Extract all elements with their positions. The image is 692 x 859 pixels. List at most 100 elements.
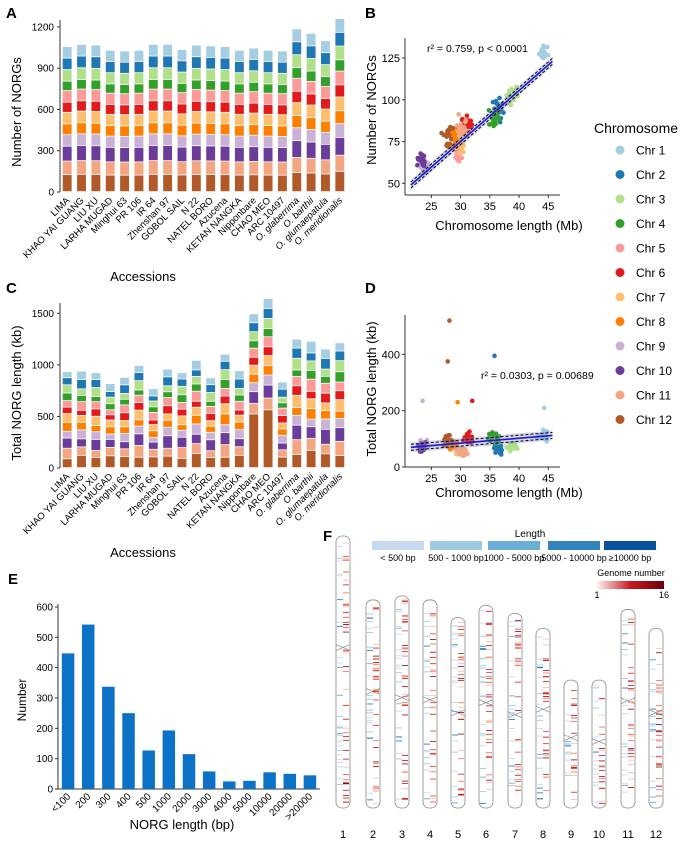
- bar-segment: [306, 419, 316, 427]
- x-tick-label: 45: [542, 201, 554, 213]
- bar-segment: [335, 391, 345, 400]
- bar-segment: [234, 125, 244, 136]
- bar-segment: [120, 385, 130, 394]
- bar-segment: [306, 58, 316, 71]
- bar-segment: [321, 86, 330, 99]
- bar-segment: [263, 308, 273, 319]
- scatter-point: [490, 433, 496, 438]
- bar-segment: [134, 445, 144, 457]
- chromosome-label: 8: [540, 829, 546, 841]
- bar-segment: [120, 420, 130, 427]
- bar-segment: [206, 134, 216, 146]
- bar-segment: [148, 44, 158, 56]
- bar-segment: [277, 450, 287, 457]
- bar-segment: [220, 388, 230, 396]
- bar-segment: [277, 126, 287, 137]
- bar-segment: [335, 171, 345, 192]
- bar-segment: [263, 147, 273, 162]
- scatter-point: [458, 122, 463, 127]
- histogram-bar: [283, 773, 297, 789]
- bar-segment: [148, 389, 158, 396]
- bar-segment: [306, 409, 316, 419]
- bar-segment: [321, 160, 330, 174]
- bar-segment: [177, 147, 187, 162]
- bar-segment: [177, 416, 187, 425]
- length-legend-swatch: [372, 541, 424, 550]
- bar-segment: [306, 438, 316, 451]
- bar-segment: [120, 442, 130, 449]
- bar-segment: [292, 358, 302, 370]
- bar-segment: [234, 73, 244, 84]
- bar-segment: [306, 399, 316, 409]
- bar-segment: [206, 421, 216, 426]
- bar-segment: [134, 114, 144, 126]
- bar-segment: [191, 101, 201, 112]
- bar-segment: [306, 129, 316, 142]
- scatter-point: [494, 446, 499, 451]
- bar-segment: [206, 401, 216, 406]
- bar-segment: [134, 457, 144, 468]
- bar-segment: [234, 136, 244, 147]
- bar-segment: [77, 371, 86, 380]
- regression-line: [410, 60, 553, 186]
- bar-segment: [134, 73, 144, 84]
- y-tick-label: 1200: [32, 22, 55, 33]
- scatter-point: [448, 136, 454, 142]
- bar-segment: [105, 397, 115, 404]
- bar-segment: [234, 104, 244, 114]
- legend-label: Chr 2: [636, 168, 666, 182]
- bar-segment: [191, 123, 201, 134]
- bar-segment: [263, 84, 273, 93]
- bar-segment: [91, 387, 101, 397]
- bar-segment: [62, 135, 72, 146]
- bar-segment: [177, 448, 187, 458]
- bar-segment: [234, 371, 244, 379]
- bar-segment: [234, 61, 244, 73]
- bar-segment: [191, 146, 201, 161]
- bar-segment: [105, 175, 115, 192]
- bar-segment: [206, 46, 216, 58]
- bar-segment: [220, 370, 230, 380]
- bar-segment: [249, 147, 259, 162]
- bar-segment: [177, 402, 187, 409]
- bar-segment: [134, 147, 144, 162]
- bar-segment: [177, 430, 187, 437]
- bar-segment: [234, 439, 244, 447]
- bar-segment: [249, 135, 259, 147]
- chromosome-outline: [620, 609, 636, 809]
- legend-label: Chr 7: [636, 291, 666, 305]
- scatter-point: [509, 86, 514, 92]
- bar-segment: [306, 158, 316, 173]
- bar-segment: [306, 341, 316, 353]
- bar-segment: [120, 105, 130, 115]
- bar-segment: [120, 51, 130, 62]
- bar-segment: [292, 407, 302, 415]
- bar-segment: [206, 90, 216, 102]
- bar-segment: [263, 162, 273, 175]
- bar-segment: [306, 370, 316, 379]
- bar-segment: [292, 395, 302, 408]
- scatter-point: [452, 139, 458, 145]
- bar-segment: [77, 447, 86, 455]
- bar-segment: [292, 78, 302, 91]
- bar-segment: [91, 380, 101, 388]
- bar-segment: [148, 425, 158, 431]
- bar-segment: [120, 73, 130, 85]
- bar-segment: [105, 383, 115, 392]
- bar-segment: [263, 136, 273, 147]
- legend-label: Chr 10: [636, 364, 672, 378]
- length-legend-label: ≥10000 bp: [609, 553, 651, 563]
- bar-segment: [249, 332, 259, 341]
- bar-segment: [120, 62, 130, 73]
- bar-segment: [234, 415, 244, 422]
- bar-segment: [206, 161, 216, 175]
- bar-segment: [163, 414, 173, 420]
- bar-segment: [220, 354, 230, 361]
- bar-segment: [148, 457, 158, 468]
- bar-segment: [292, 91, 302, 103]
- histogram-bar: [81, 624, 95, 789]
- length-legend-label: < 500 bp: [380, 553, 415, 563]
- legend-swatch: [615, 170, 625, 179]
